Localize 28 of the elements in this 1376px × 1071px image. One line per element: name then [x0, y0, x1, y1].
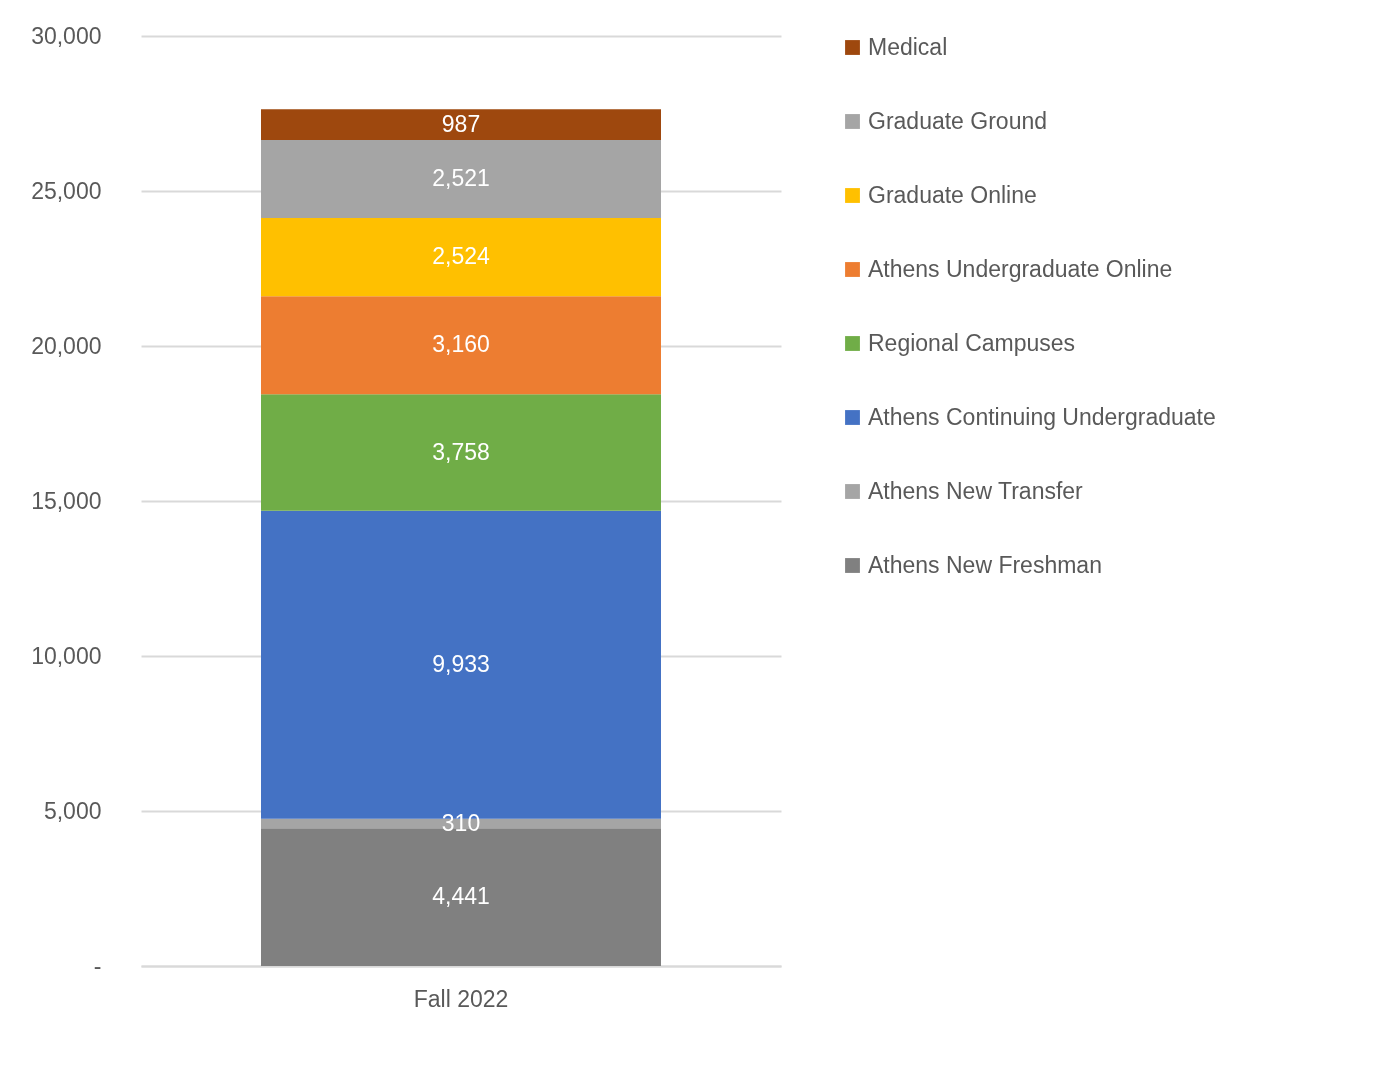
x-tick-label: Fall 2022 [413, 985, 509, 1012]
y-tick-label: 5,000 [43, 797, 102, 824]
data-label: 3,758 [432, 438, 490, 465]
y-tick-label: - [93, 952, 102, 979]
bar [261, 296, 661, 395]
data-label: 2,524 [432, 243, 490, 270]
data-label: 4,441 [432, 883, 490, 910]
data-label: 987 [441, 110, 481, 137]
legend-label: Medical [868, 33, 948, 60]
bar [261, 218, 661, 297]
y-tick-label: 25,000 [31, 177, 102, 204]
data-label: 3,160 [432, 331, 490, 358]
legend-label: Athens New Transfer [868, 477, 1084, 504]
legend-label: Athens Undergraduate Online [868, 255, 1173, 282]
y-tick-label: 30,000 [31, 22, 102, 49]
bar [261, 139, 661, 219]
legend-label: Graduate Ground [868, 107, 1048, 134]
bar [261, 109, 661, 140]
legend-label: Graduate Online [868, 181, 1037, 208]
legend-label: Regional Campuses [868, 329, 1076, 356]
legend-label: Athens Continuing Undergraduate [868, 403, 1216, 430]
data-label: 9,933 [432, 650, 490, 677]
bar [261, 394, 661, 511]
y-tick-label: 15,000 [31, 487, 102, 514]
legend-label: Athens New Freshman [868, 551, 1102, 578]
data-label: 2,521 [432, 165, 490, 192]
y-tick-label: 20,000 [31, 332, 102, 359]
y-tick-label: 10,000 [31, 642, 102, 669]
